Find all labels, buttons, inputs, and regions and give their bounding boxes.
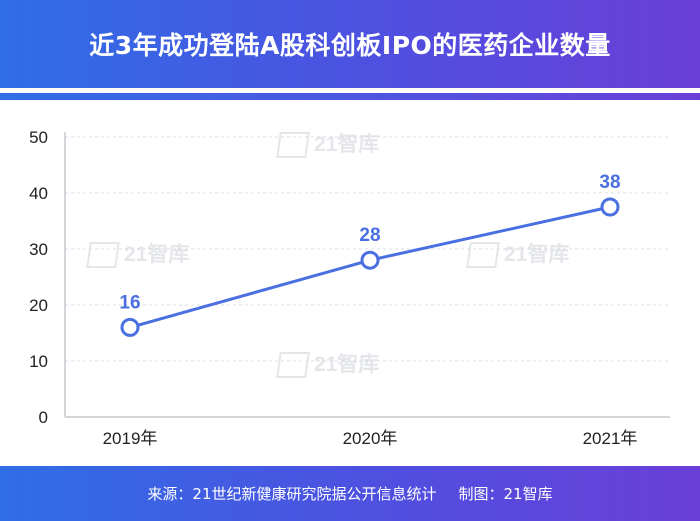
y-tick-label: 10 bbox=[29, 352, 48, 371]
y-tick-label: 20 bbox=[29, 296, 48, 315]
source-note: 来源：21世纪新健康研究院据公开信息统计 bbox=[147, 485, 437, 503]
x-tick-label: 2020年 bbox=[343, 429, 398, 448]
x-tick-label: 2021年 bbox=[583, 429, 638, 448]
data-point bbox=[360, 250, 380, 270]
title-banner: 近3年成功登陆A股科创板IPO的医药企业数量 bbox=[0, 0, 700, 88]
credit-note: 制图：21智库 bbox=[458, 485, 553, 503]
y-tick-label: 50 bbox=[29, 128, 48, 147]
data-point bbox=[600, 197, 620, 217]
y-tick-label: 30 bbox=[29, 240, 48, 259]
x-tick-label: 2019年 bbox=[103, 429, 158, 448]
data-label: 28 bbox=[359, 225, 380, 246]
data-label: 38 bbox=[599, 172, 620, 193]
title-divider bbox=[0, 93, 700, 100]
y-tick-label: 40 bbox=[29, 184, 48, 203]
data-label: 16 bbox=[119, 292, 140, 313]
data-point bbox=[120, 317, 140, 337]
y-tick-label: 0 bbox=[39, 408, 48, 427]
footer-bar: 来源：21世纪新健康研究院据公开信息统计 制图：21智库 bbox=[0, 466, 700, 521]
chart-title: 近3年成功登陆A股科创板IPO的医药企业数量 bbox=[89, 31, 611, 60]
